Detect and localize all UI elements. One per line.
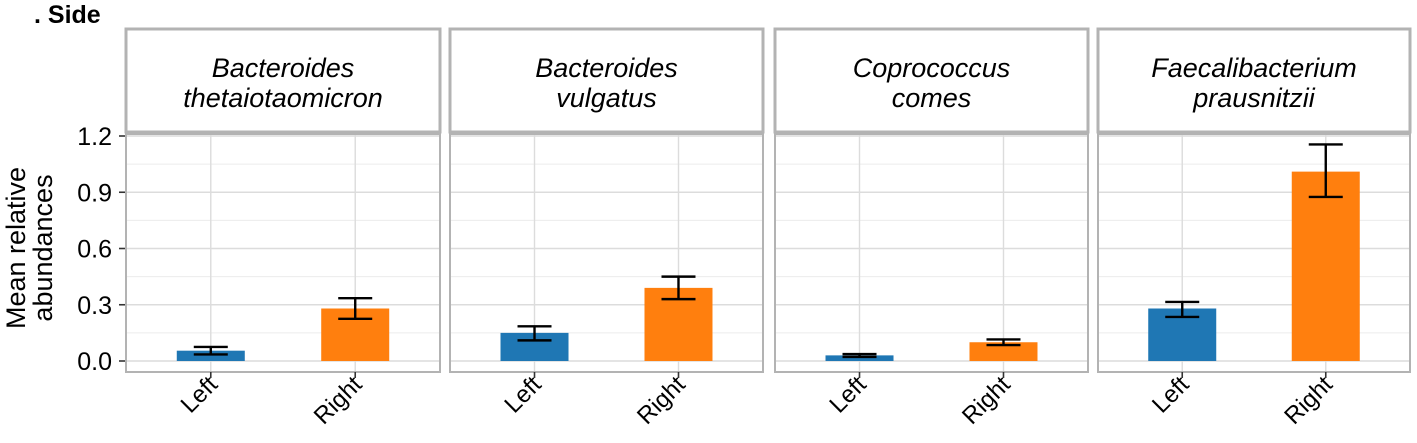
y-tick-label: 1.2 [77, 123, 112, 151]
x-tick-label-left: Left [499, 371, 547, 419]
facet-strip-label: Bacteroides [535, 53, 678, 83]
facet-strip-label: thetaiotaomicron [183, 83, 383, 113]
facet-strip-label: comes [892, 83, 972, 113]
x-tick-label-left: Left [176, 371, 224, 419]
x-tick-label-right: Right [632, 371, 691, 430]
y-tick-label: 0.9 [77, 179, 112, 207]
y-tick-label: 0.6 [77, 236, 112, 264]
facet-plot-area [1097, 133, 1411, 373]
figure-panel-title: . Side [34, 1, 101, 29]
facet-plot-area [449, 133, 764, 373]
y-axis-title-line-2: abundances [28, 174, 58, 321]
x-tick-label-right: Right [309, 371, 368, 430]
facet-strip-label: Coprococcus [853, 53, 1011, 83]
facet-plot-area [774, 133, 1089, 373]
facet-strip-label: vulgatus [556, 83, 657, 113]
facet-strip [1096, 27, 1412, 134]
bar-right [1291, 171, 1360, 361]
y-tick-label: 0.0 [77, 348, 112, 376]
y-tick-label: 0.3 [77, 292, 112, 320]
x-tick-label-left: Left [824, 371, 872, 419]
bar-right [969, 342, 1038, 361]
facet-strip-label: Bacteroides [212, 53, 355, 83]
x-tick-label-right: Right [957, 371, 1016, 430]
x-tick-label-left: Left [1147, 371, 1195, 419]
bar-left [825, 355, 894, 361]
facet-strip-label: Faecalibacterium [1151, 53, 1357, 83]
x-tick-label-right: Right [1279, 371, 1338, 430]
facet-strip-label: prausnitzii [1192, 83, 1316, 113]
facet-strip [124, 27, 442, 134]
facet-strip [773, 27, 1090, 134]
facet-strip [448, 27, 765, 134]
bar-left [176, 350, 245, 361]
facet-plot-area [125, 133, 441, 373]
y-axis-title-line-1: Mean relative [1, 167, 31, 329]
